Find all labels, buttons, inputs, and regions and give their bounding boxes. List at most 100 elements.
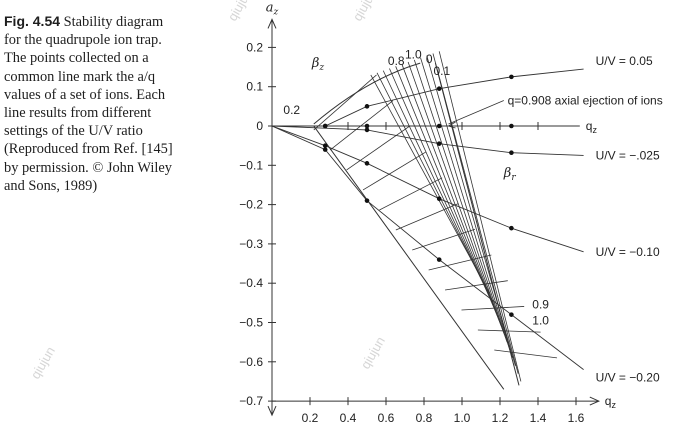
beta-z-label-sub: z [318,63,324,73]
qz-axis-arrow [589,396,601,406]
ion-point [509,225,514,231]
ion-point [364,127,370,133]
beta-r-iso-line [313,74,377,131]
az-tick-label: −0.2 [239,198,263,212]
caption-line: line results from different [4,105,152,122]
stability-boundary-right [434,62,520,386]
beta-r-iso-line [445,280,508,291]
az-tick-label: −0.7 [239,394,263,408]
az-tick-label: −0.6 [239,355,263,369]
diagram-labels: q=0.908 axial ejection of ions βz βr 0.1 0.2… [283,47,662,327]
scan-line-label: U/V = −0.20 [596,371,660,385]
figure-label: Fig. 4.54 [4,13,61,29]
caption-line: and Sons, 1989) [4,177,98,194]
az-axis-label: az [266,0,279,17]
az-tick-label: 0.2 [246,40,263,54]
ion-point [322,143,328,148]
annotation-arrowhead [447,121,456,129]
beta-r-iso-line [379,177,443,211]
beta-z-iso-line [389,68,500,319]
az-axis-arrow-up [267,18,277,29]
az-tick-label: −0.3 [239,237,263,251]
beta-z-iso-line [413,59,511,351]
ion-point [436,141,442,146]
figure-caption: Fig. 4.54 Stability diagram for the quad… [4,12,228,195]
az-tick-label: −0.5 [239,316,263,330]
watermark: qiujun [28,344,58,382]
ion-point [364,198,370,203]
iso-value-label: 0.1 [434,64,451,78]
ion-point [322,147,328,152]
ion-point [509,74,514,80]
iso-value-label: 1.0 [405,47,422,61]
az-axis-arrow-down [267,405,277,417]
scan-line [272,68,584,127]
qz-tick-label: 1.0 [454,411,471,425]
axis-ion-point [322,123,328,129]
qz-tick-label: 1.4 [530,411,547,425]
axis-ion-point [436,123,442,129]
scan-line-label: U/V = −0.10 [596,245,660,259]
caption-line: for the quadrupole ion trap. [4,32,162,49]
az-tick-label: −0.1 [239,158,263,172]
iso-value-label: 0.2 [283,103,300,117]
beta-r-iso-line [395,203,459,231]
stability-boundary-left [313,125,505,390]
ion-point [364,104,370,109]
beta-z-iso-line [395,66,502,327]
iso-value-label: 0.8 [388,54,405,68]
az-axis-label-sub: z [273,7,279,17]
beta-r-iso-line [477,329,541,333]
caption-line: (Reproduced from Ref. [145] [4,141,173,158]
beta-z-label: βz [311,56,325,73]
beta-r-iso-line [461,306,525,311]
iso-value-label: 0 [426,52,433,66]
qz-zero-line-label-sub: z [592,125,597,135]
ion-point [436,257,442,262]
beta-r-iso-line [329,100,394,151]
axis-ion-point [364,123,370,129]
beta-z-iso-line [438,51,522,382]
beta-r-label: βr [503,166,517,183]
ion-point [509,150,514,156]
qz-tick-label: 0.2 [302,411,319,425]
axis-ion-point [509,123,514,129]
beta-r-iso-line [362,151,426,191]
scan-line [271,125,584,371]
watermark: qiujun [350,0,380,23]
caption-line: settings of the U/V ratio [4,123,143,140]
scan-lines: U/V = 0.05 U/V = −.025 U/V = −0.10 U/V = −0… [271,54,660,385]
ion-point [364,161,370,166]
caption-line: by permission. © John Wiley [4,159,172,176]
watermark: qiujun [358,334,388,372]
az-tick-label: 0.1 [246,80,263,94]
beta-r-iso-line [346,126,410,171]
scan-line-label: U/V = −.025 [596,148,660,162]
caption-line: values of a set of ions. Each [4,86,166,103]
qz-tick-label: 1.6 [568,411,585,425]
az-tick-label: 0 [256,119,263,133]
iso-value-label: 1.0 [532,313,549,327]
caption-line: Stability diagram [63,14,164,30]
caption-line: The points collected on a [4,50,149,67]
beta-z-iso-line [382,70,497,311]
caption-line: common line mark the a/q [4,68,156,85]
az-tick-label: −0.4 [239,276,263,290]
ion-point [509,312,514,317]
beta-z-iso-line [407,61,508,343]
ion-point [436,196,442,202]
ion-point [436,86,442,91]
qz-axis-label-sub: z [611,400,616,410]
watermark-layer: qiujun qiujun qiujun qiujun [28,0,388,382]
beta-r-iso-line [494,349,558,359]
watermark: qiujun [225,0,255,23]
iso-value-label: 0.9 [532,298,549,312]
qz-tick-label: 0.6 [378,411,395,425]
beta-z-iso-line [401,64,505,335]
stability-boundary-top [313,62,421,125]
qz-zero-line-label: qz [586,119,598,135]
beta-r-iso-line [412,228,476,251]
annotation-label: q=0.908 axial ejection of ions [508,93,663,107]
scan-line [271,125,584,253]
